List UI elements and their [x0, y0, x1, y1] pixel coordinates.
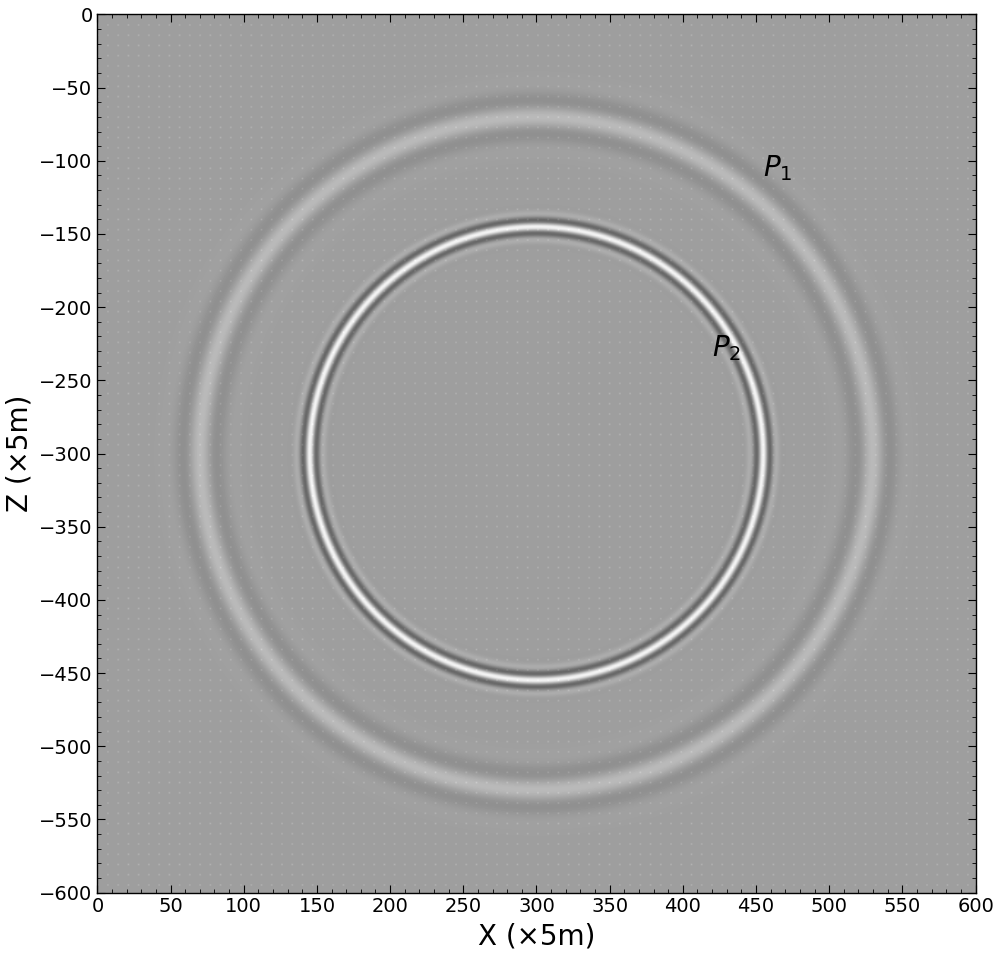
X-axis label: X (×5m): X (×5m)	[478, 922, 595, 950]
Text: $P_1$: $P_1$	[763, 153, 793, 183]
Text: $P_2$: $P_2$	[712, 333, 741, 363]
Y-axis label: Z (×5m): Z (×5m)	[5, 395, 33, 512]
